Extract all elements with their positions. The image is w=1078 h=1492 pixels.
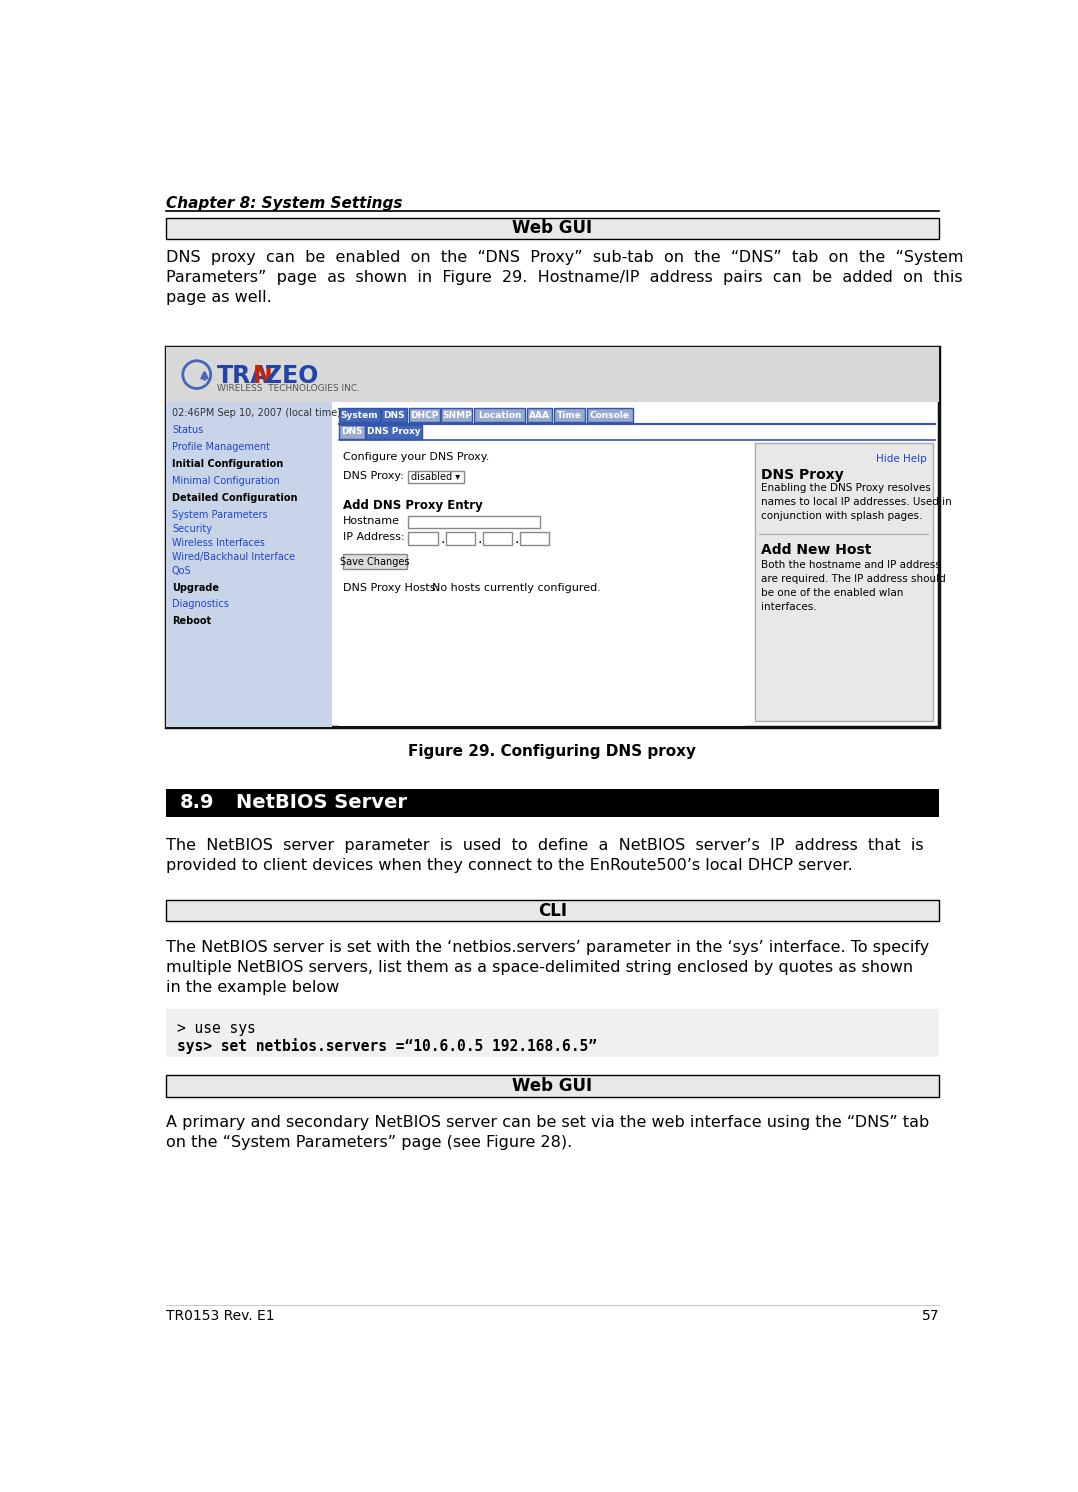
Bar <box>755 443 932 721</box>
Text: .: . <box>440 531 444 546</box>
Text: AAA: AAA <box>529 410 550 419</box>
Text: Parameters”  page  as  shown  in  Figure  29.  Hostname/IP  address  pairs  can : Parameters” page as shown in Figure 29. … <box>166 270 963 285</box>
Bar <box>526 409 553 422</box>
Text: The  NetBIOS  server  parameter  is  used  to  define  a  NetBIOS  server’s  IP : The NetBIOS server parameter is used to … <box>166 839 924 853</box>
Text: > use sys: > use sys <box>177 1022 255 1037</box>
Text: DNS  proxy  can  be  enabled  on  the  “DNS  Proxy”  sub-tab  on  the  “DNS”  ta: DNS proxy can be enabled on the “DNS Pro… <box>166 249 964 266</box>
Text: Both the hostname and IP address
are required. The IP address should
be one of t: Both the hostname and IP address are req… <box>761 560 945 612</box>
Bar <box>338 425 364 439</box>
Bar <box>409 533 438 545</box>
Text: Add DNS Proxy Entry: Add DNS Proxy Entry <box>343 498 483 512</box>
Bar <box>338 409 379 422</box>
Text: DNS Proxy:: DNS Proxy: <box>343 471 404 480</box>
Bar <box>441 409 472 422</box>
Text: disabled ▾: disabled ▾ <box>411 471 460 482</box>
Text: Diagnostics: Diagnostics <box>172 600 229 609</box>
Text: Security: Security <box>172 524 212 534</box>
Text: Web GUI: Web GUI <box>512 1077 593 1095</box>
Bar <box>166 348 939 403</box>
Text: No hosts currently configured.: No hosts currently configured. <box>431 583 600 594</box>
Text: provided to client devices when they connect to the EnRoute500’s local DHCP serv: provided to client devices when they con… <box>166 858 853 873</box>
Bar <box>554 409 585 422</box>
Bar <box>166 218 939 239</box>
Bar <box>343 554 406 570</box>
Text: Console: Console <box>590 410 630 419</box>
Text: Add New Host: Add New Host <box>761 543 871 557</box>
Text: Location: Location <box>478 410 521 419</box>
Text: 57: 57 <box>922 1310 939 1323</box>
Bar <box>520 533 550 545</box>
Text: .: . <box>478 531 482 546</box>
Text: System: System <box>341 410 378 419</box>
Bar <box>166 1009 939 1056</box>
Bar <box>483 533 512 545</box>
Bar <box>338 442 746 725</box>
Text: Detailed Configuration: Detailed Configuration <box>172 494 298 503</box>
Text: CLI: CLI <box>538 901 567 919</box>
Bar <box>166 403 332 727</box>
Text: Configure your DNS Proxy.: Configure your DNS Proxy. <box>343 452 489 463</box>
Bar <box>409 516 540 528</box>
Text: N: N <box>253 364 273 388</box>
Text: ZEO: ZEO <box>265 364 318 388</box>
Bar <box>166 900 939 922</box>
Text: DNS: DNS <box>384 410 405 419</box>
Bar <box>474 409 525 422</box>
Bar <box>367 425 423 439</box>
Text: page as well.: page as well. <box>166 289 272 304</box>
Text: 02:46PM Sep 10, 2007 (local time): 02:46PM Sep 10, 2007 (local time) <box>172 409 341 418</box>
Text: TRA: TRA <box>217 364 270 388</box>
Text: Minimal Configuration: Minimal Configuration <box>172 476 279 486</box>
Bar <box>166 789 939 816</box>
Text: Initial Configuration: Initial Configuration <box>172 460 284 470</box>
Text: .: . <box>514 531 519 546</box>
Text: Web GUI: Web GUI <box>512 219 593 237</box>
Text: Status: Status <box>172 425 203 436</box>
Text: IP Address:: IP Address: <box>343 533 404 543</box>
Text: sys> set netbios.servers =“10.6.0.5 192.168.6.5”: sys> set netbios.servers =“10.6.0.5 192.… <box>177 1038 596 1055</box>
Bar <box>382 409 407 422</box>
Text: WIRELESS  TECHNOLOGIES INC.: WIRELESS TECHNOLOGIES INC. <box>217 383 360 392</box>
Bar <box>409 471 465 483</box>
Bar <box>166 348 939 727</box>
Text: QoS: QoS <box>172 565 192 576</box>
Bar <box>166 1076 939 1097</box>
Text: Wired/Backhaul Interface: Wired/Backhaul Interface <box>172 552 295 561</box>
Text: The NetBIOS server is set with the ‘netbios.servers’ parameter in the ‘sys’ inte: The NetBIOS server is set with the ‘netb… <box>166 940 929 955</box>
Text: A primary and secondary NetBIOS server can be set via the web interface using th: A primary and secondary NetBIOS server c… <box>166 1116 929 1131</box>
Text: on the “System Parameters” page (see Figure 28).: on the “System Parameters” page (see Fig… <box>166 1135 572 1150</box>
Text: Chapter 8: System Settings: Chapter 8: System Settings <box>166 195 402 210</box>
Text: Hostname: Hostname <box>343 516 400 525</box>
Text: Save Changes: Save Changes <box>341 557 410 567</box>
Text: Profile Management: Profile Management <box>172 443 270 452</box>
Text: Enabling the DNS Proxy resolves
names to local IP addresses. Used in
conjunction: Enabling the DNS Proxy resolves names to… <box>761 483 952 521</box>
Text: in the example below: in the example below <box>166 980 338 995</box>
Bar <box>409 409 440 422</box>
Text: Figure 29. Configuring DNS proxy: Figure 29. Configuring DNS proxy <box>409 745 696 759</box>
Text: 8.9: 8.9 <box>180 794 215 812</box>
Text: DNS: DNS <box>341 428 362 437</box>
Text: multiple NetBIOS servers, list them as a space-delimited string enclosed by quot: multiple NetBIOS servers, list them as a… <box>166 959 913 974</box>
Text: NetBIOS Server: NetBIOS Server <box>235 794 406 812</box>
Text: System Parameters: System Parameters <box>172 510 267 521</box>
Text: Upgrade: Upgrade <box>172 582 219 592</box>
Bar <box>445 533 475 545</box>
Text: Hide Help: Hide Help <box>876 454 927 464</box>
Text: Wireless Interfaces: Wireless Interfaces <box>172 537 265 548</box>
Text: Reboot: Reboot <box>172 616 211 627</box>
Text: DNS Proxy: DNS Proxy <box>368 428 421 437</box>
Text: DNS Proxy Hosts:: DNS Proxy Hosts: <box>343 583 440 594</box>
Bar <box>586 409 633 422</box>
Text: SNMP: SNMP <box>442 410 472 419</box>
Text: Time: Time <box>557 410 582 419</box>
Text: DNS Proxy: DNS Proxy <box>761 468 844 482</box>
Text: DHCP: DHCP <box>410 410 439 419</box>
Text: TR0153 Rev. E1: TR0153 Rev. E1 <box>166 1310 275 1323</box>
